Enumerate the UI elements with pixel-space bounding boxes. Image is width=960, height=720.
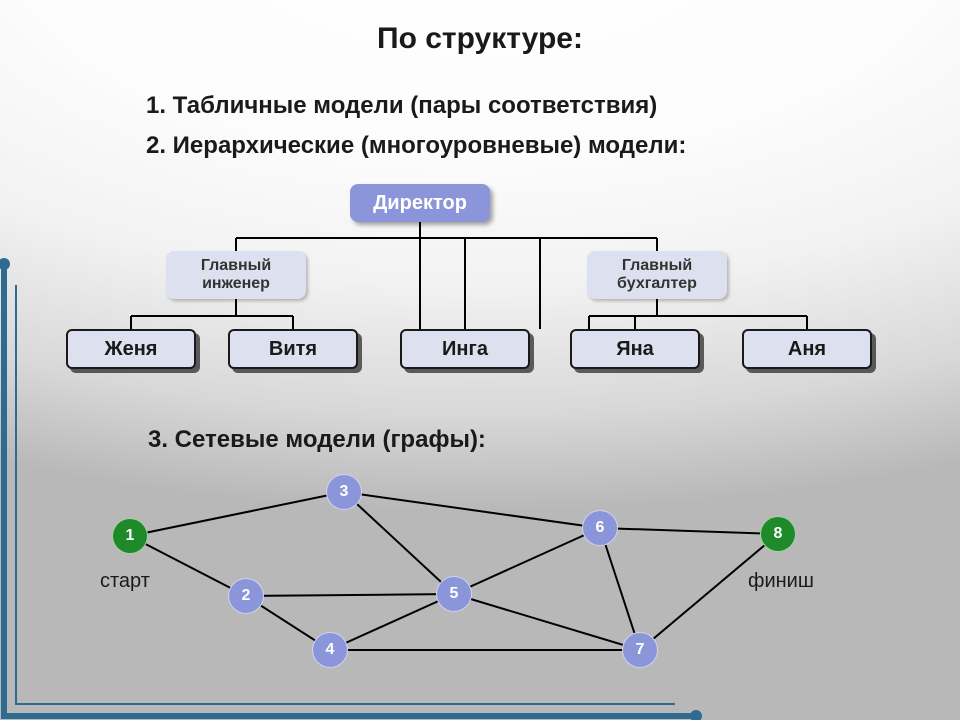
orgchart-mid-1: Главный бухгалтер [587, 251, 727, 299]
orgchart-mid-0: Главный инженер [166, 251, 306, 299]
orgchart-leaf-4: Аня [742, 329, 872, 369]
bullet-2: 2. Иерархические (многоуровневые) модели… [146, 132, 686, 160]
graph-node-3: 3 [326, 474, 362, 510]
graph-label-0: старт [100, 570, 150, 593]
graph-node-6: 6 [582, 510, 618, 546]
graph-node-2: 2 [228, 578, 264, 614]
graph-node-7: 7 [622, 632, 658, 668]
orgchart-director: Директор [350, 184, 490, 222]
slide-title: По структуре: [0, 22, 960, 56]
graph-node-8: 8 [760, 516, 796, 552]
orgchart-leaf-2: Инга [400, 329, 530, 369]
orgchart-leaf-0: Женя [66, 329, 196, 369]
graph-node-4: 4 [312, 632, 348, 668]
orgchart-leaf-3: Яна [570, 329, 700, 369]
graph-node-5: 5 [436, 576, 472, 612]
orgchart-leaf-1: Витя [228, 329, 358, 369]
graph-label-1: финиш [748, 570, 814, 593]
graph-node-1: 1 [112, 518, 148, 554]
bullet-1: 1. Табличные модели (пары соответствия) [146, 92, 657, 120]
bullet-3: 3. Сетевые модели (графы): [148, 426, 486, 454]
